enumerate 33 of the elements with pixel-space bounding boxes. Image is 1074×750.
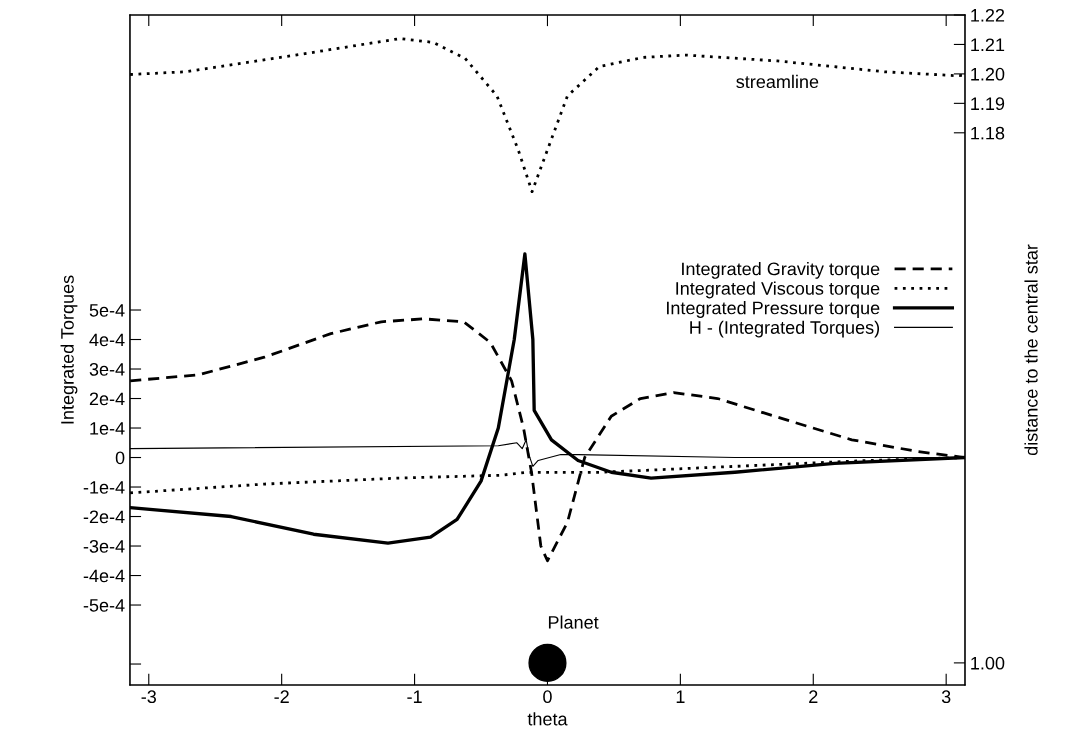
legend-label: Integrated Viscous torque xyxy=(676,281,880,299)
series-label: streamline xyxy=(736,74,819,89)
y-tick-label: -3e-4 xyxy=(83,539,125,553)
legend-label: H - (Integrated Torques) xyxy=(690,320,880,338)
legend-label: Integrated Pressure torque xyxy=(667,301,880,318)
y-tick-label: -2e-4 xyxy=(83,510,125,524)
y-tick-label: 3e-4 xyxy=(89,362,125,376)
y-tick-label: 5e-4 xyxy=(89,304,125,317)
x-tick-label: 3 xyxy=(941,690,951,704)
y2-tick-label: 1.19 xyxy=(971,97,1005,111)
y-tick-label: 1e-4 xyxy=(90,422,125,435)
y-axis-title: Integrated Torques xyxy=(60,275,78,424)
x-tick-label: 2 xyxy=(809,690,818,703)
x-tick-label: 0 xyxy=(543,690,552,704)
legend-label: Integrated Gravity torque xyxy=(682,262,880,279)
y-tick-label: 0 xyxy=(115,451,125,465)
x-tick-label: -3 xyxy=(141,690,157,704)
y2-tick-label: 1.00 xyxy=(971,656,1005,670)
y2-tick-label: 1.20 xyxy=(971,67,1005,81)
x-tick-label: -2 xyxy=(274,690,289,703)
y2-tick-label: 1.21 xyxy=(971,38,1005,51)
y2-tick-label: 1.18 xyxy=(971,126,1005,140)
series-label: Planet xyxy=(548,615,599,629)
y-tick-label: -5e-4 xyxy=(83,599,125,612)
y-tick-label: -1e-4 xyxy=(83,481,125,494)
y2-tick-label: 1.22 xyxy=(971,8,1005,22)
x-axis-title: theta xyxy=(527,712,568,726)
x-tick-label: -1 xyxy=(407,690,422,703)
y2-axis-title: distance to the central star xyxy=(1024,244,1038,456)
y-tick-label: -4e-4 xyxy=(83,569,125,583)
y-tick-label: 2e-4 xyxy=(89,392,125,406)
y-tick-label: 4e-4 xyxy=(89,333,125,347)
x-tick-label: 1 xyxy=(676,690,685,703)
